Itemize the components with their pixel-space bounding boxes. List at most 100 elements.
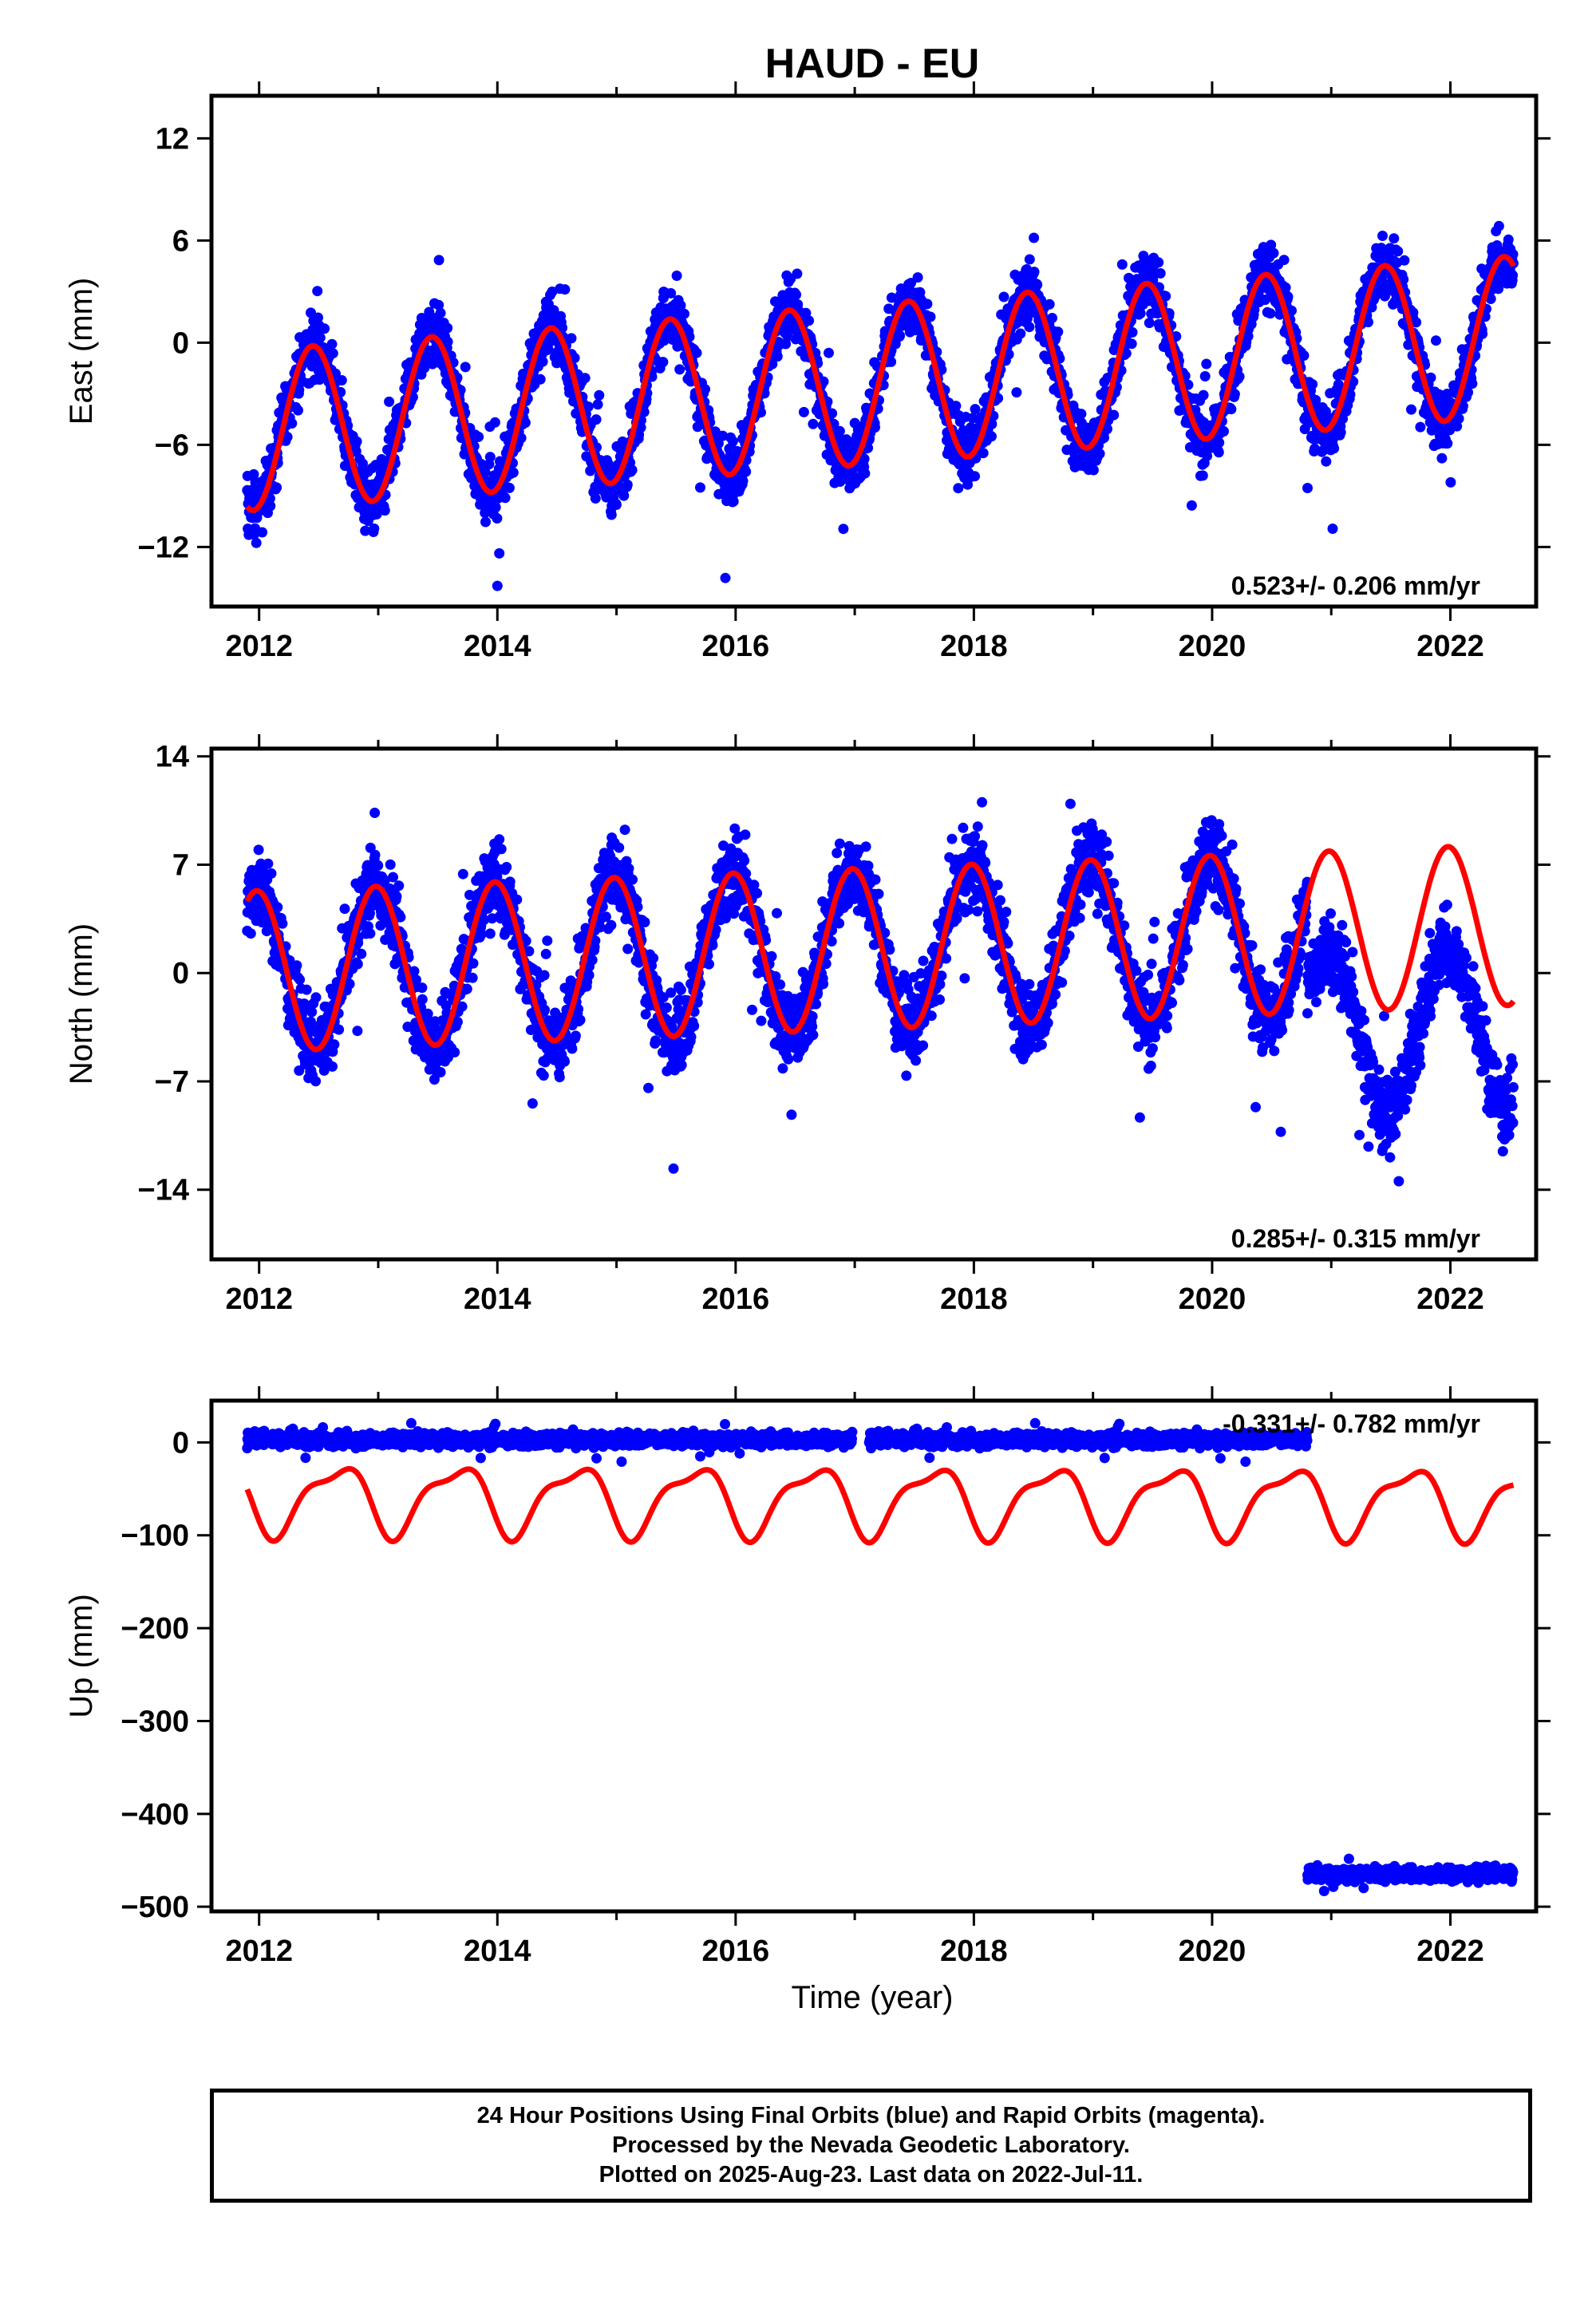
east-data-point: [1321, 456, 1332, 467]
east-data-point: [1116, 259, 1128, 270]
north-data-point: [650, 1035, 661, 1046]
east-data-point: [433, 255, 444, 266]
east-data-point: [590, 493, 601, 504]
east-data-point: [713, 438, 724, 449]
east-data-point: [824, 347, 834, 358]
east-data-point: [1126, 338, 1137, 350]
north-data-point: [484, 928, 496, 939]
north-data-point: [457, 868, 468, 879]
east-data-point: [379, 505, 390, 516]
east-x-tick-label: 2014: [464, 630, 531, 663]
east-model-curve: [245, 254, 1516, 513]
north-data-points: [242, 796, 1519, 1187]
east-x-tick-label: 2016: [702, 630, 770, 663]
east-data-point: [557, 322, 568, 334]
east-data-point: [1453, 413, 1464, 424]
north-data-point: [676, 1060, 687, 1070]
east-data-point: [638, 406, 650, 417]
east-data-point: [1493, 283, 1504, 294]
east-data-point: [251, 537, 262, 548]
east-data-point: [1160, 290, 1171, 302]
east-data-point: [271, 482, 282, 493]
east-data-point: [1329, 443, 1340, 454]
east-data-point: [1044, 298, 1055, 310]
north-data-point: [648, 953, 659, 964]
north-data-point: [435, 1067, 446, 1077]
east-data-point: [1411, 317, 1422, 328]
east-data-point: [695, 482, 705, 493]
east-y-tick-label: −6: [155, 429, 189, 462]
east-data-point: [1493, 220, 1504, 231]
east-data-point: [460, 362, 471, 373]
north-data-point: [668, 1163, 679, 1174]
north-data-point: [352, 1026, 363, 1037]
east-data-point: [1398, 274, 1409, 285]
east-data-point: [741, 466, 752, 477]
east-data-point: [791, 289, 802, 300]
east-x-tick-label: 2012: [225, 630, 293, 663]
east-data-point: [1029, 267, 1040, 278]
east-data-point: [622, 479, 633, 490]
east-data-point: [1399, 255, 1410, 266]
east-data-point: [883, 303, 895, 314]
north-data-point: [619, 824, 630, 836]
north-data-point: [417, 994, 428, 1005]
east-data-point: [674, 364, 685, 375]
north-data-point: [277, 918, 288, 929]
north-data-point: [294, 1065, 305, 1076]
east-data-point: [737, 476, 749, 487]
east-data-point: [859, 453, 870, 464]
east-data-point: [248, 468, 259, 480]
east-data-point: [494, 547, 505, 559]
north-data-point: [365, 928, 376, 939]
east-data-point: [286, 418, 298, 429]
east-x-tick-label: 2020: [1179, 630, 1246, 663]
east-data-point: [1266, 239, 1277, 251]
north-data-point: [539, 970, 550, 981]
north-data-point: [385, 859, 396, 870]
north-data-point: [422, 1008, 433, 1019]
east-data-point: [264, 493, 275, 504]
east-data-point: [1463, 387, 1474, 398]
east-data-point: [294, 385, 305, 396]
east-y-tick-label: 6: [172, 224, 189, 258]
east-data-point: [859, 468, 871, 479]
east-data-point: [480, 467, 491, 478]
east-data-point: [950, 401, 962, 412]
east-data-point: [728, 496, 739, 507]
north-data-point: [253, 844, 264, 856]
north-data-point: [587, 954, 598, 966]
east-data-point: [319, 323, 330, 334]
north-data-point: [369, 849, 381, 860]
east-data-point: [618, 490, 630, 501]
east-data-point: [489, 417, 500, 428]
east-data-point: [691, 347, 702, 358]
east-data-point: [384, 396, 395, 407]
east-data-point: [1408, 307, 1419, 318]
east-data-point: [978, 448, 989, 459]
east-data-point: [998, 291, 1009, 302]
east-data-point: [1234, 371, 1245, 382]
east-data-point: [360, 525, 371, 536]
north-data-point: [263, 858, 274, 869]
east-data-point: [658, 357, 669, 368]
north-data-point: [575, 1014, 586, 1026]
east-data-point: [433, 299, 444, 310]
east-data-point: [610, 500, 622, 510]
east-data-point: [970, 404, 981, 415]
north-data-point: [266, 868, 277, 879]
north-data-point: [554, 1072, 565, 1083]
north-data-point: [606, 919, 617, 931]
east-data-points: [242, 220, 1519, 591]
north-data-point: [329, 1039, 340, 1050]
east-data-point: [679, 308, 689, 319]
east-data-point: [720, 572, 731, 583]
north-data-point: [675, 984, 686, 995]
east-data-point: [1108, 409, 1120, 421]
east-data-point: [838, 524, 849, 535]
east-data-point: [886, 292, 897, 303]
east-data-point: [592, 399, 603, 410]
east-data-point: [1199, 371, 1211, 381]
